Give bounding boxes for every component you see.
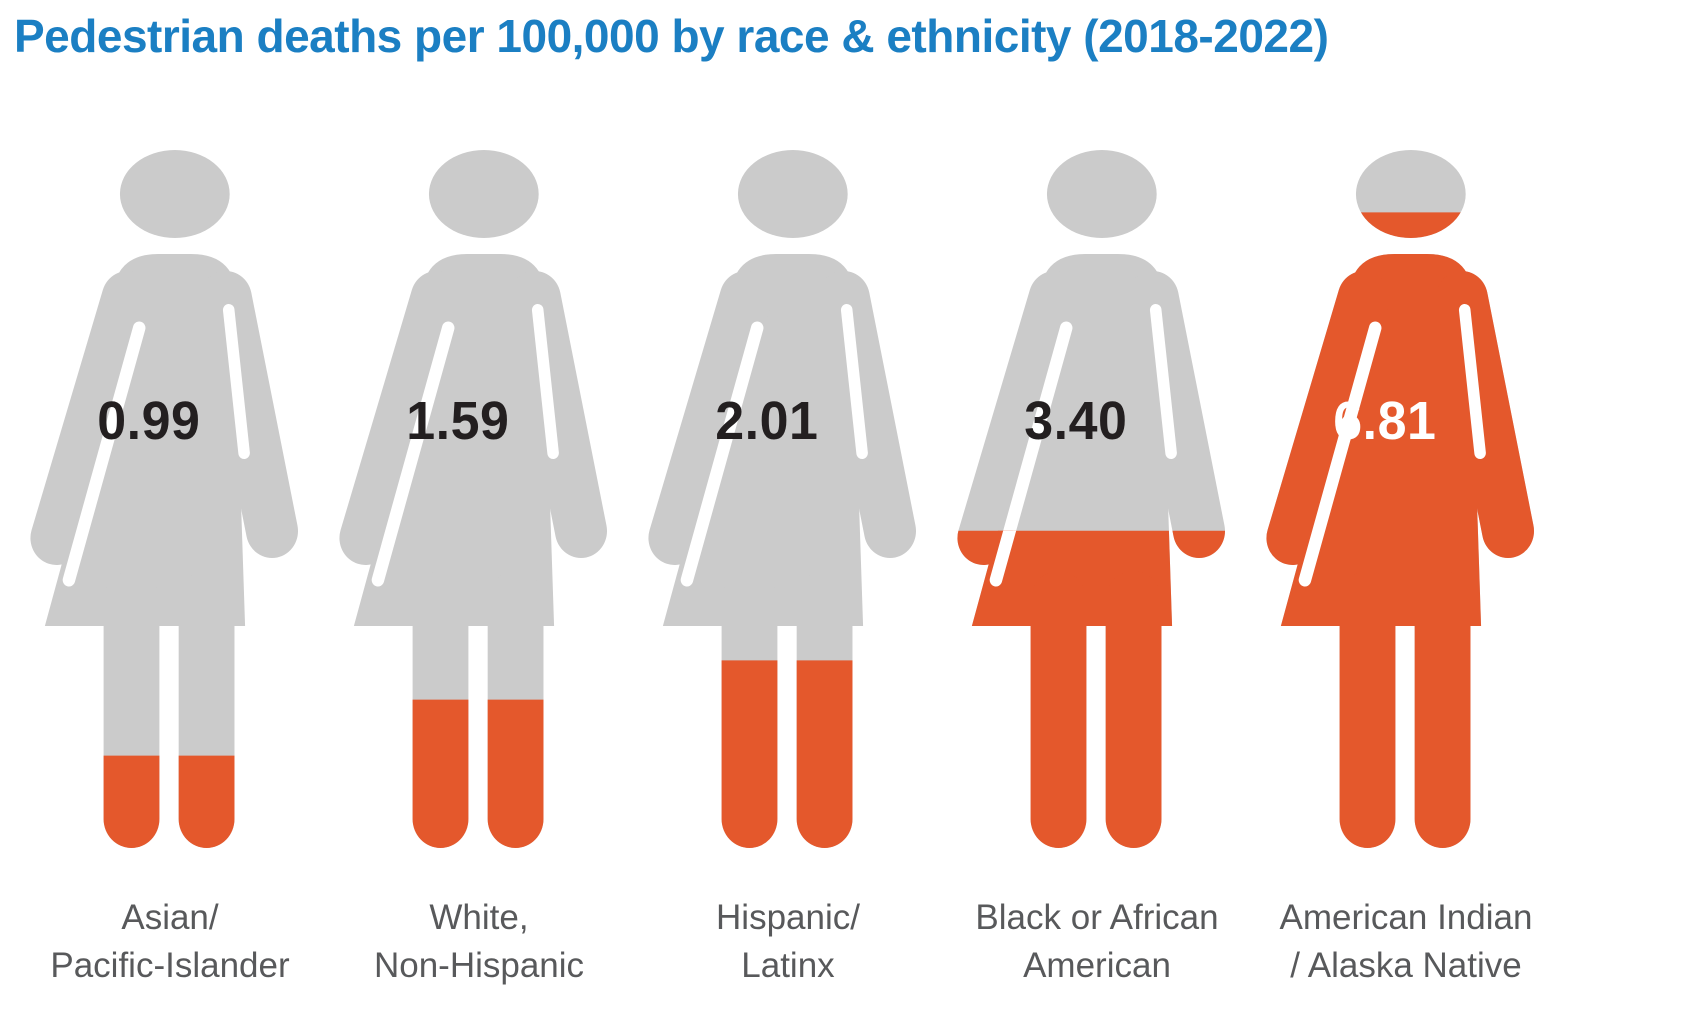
category-label-line2: / Alaska Native [1290, 945, 1522, 985]
category-label-line1: Asian/ [121, 897, 219, 937]
category-label-line2: Latinx [741, 945, 835, 985]
category-label-line2: Non-Hispanic [373, 945, 585, 985]
figures-row: 0.99 Asian/ Pacific-Islander 1.59 White,… [0, 148, 1684, 990]
person-base-icon [45, 150, 272, 819]
figure-column: 0.99 Asian/ Pacific-Islander [16, 148, 324, 990]
figure-column: 3.40 Black or African American [943, 148, 1251, 990]
category-label-line1: American Indian [1279, 897, 1533, 937]
person-fill-icon [1281, 150, 1508, 819]
person-pictogram: 3.40 [943, 148, 1251, 848]
infographic-page: Pedestrian deaths per 100,000 by race & … [0, 10, 1684, 1013]
category-label-line1: White, [429, 897, 529, 937]
category-label-line1: Black or African [975, 897, 1219, 937]
category-label-line1: Hispanic/ [716, 897, 860, 937]
figure-column: 2.01 Hispanic/ Latinx [634, 148, 942, 990]
value-label: 2.01 [715, 391, 818, 451]
category-label: American Indian / Alaska Native [1280, 894, 1533, 990]
figure-column: 1.59 White, Non-Hispanic [325, 148, 633, 990]
value-label: 1.59 [406, 391, 509, 451]
value-label: 6.81 [1333, 391, 1436, 451]
value-label: 3.40 [1024, 391, 1127, 451]
value-label: 0.99 [97, 391, 200, 451]
person-pictogram: 1.59 [325, 148, 633, 848]
person-pictogram: 2.01 [634, 148, 942, 848]
page-title: Pedestrian deaths per 100,000 by race & … [14, 10, 1329, 62]
category-label-line2: Pacific-Islander [50, 945, 290, 985]
category-label-line2: American [1023, 945, 1171, 985]
person-pictogram: 6.81 [1252, 148, 1560, 848]
figure-column: 6.81 American Indian / Alaska Native [1252, 148, 1560, 990]
category-label: Black or African American [975, 894, 1218, 990]
category-label: White, Non-Hispanic [374, 894, 584, 990]
person-pictogram: 0.99 [16, 148, 324, 848]
category-label: Hispanic/ Latinx [716, 894, 860, 990]
person-fill-layer [1281, 150, 1508, 819]
category-label: Asian/ Pacific-Islander [50, 894, 289, 990]
